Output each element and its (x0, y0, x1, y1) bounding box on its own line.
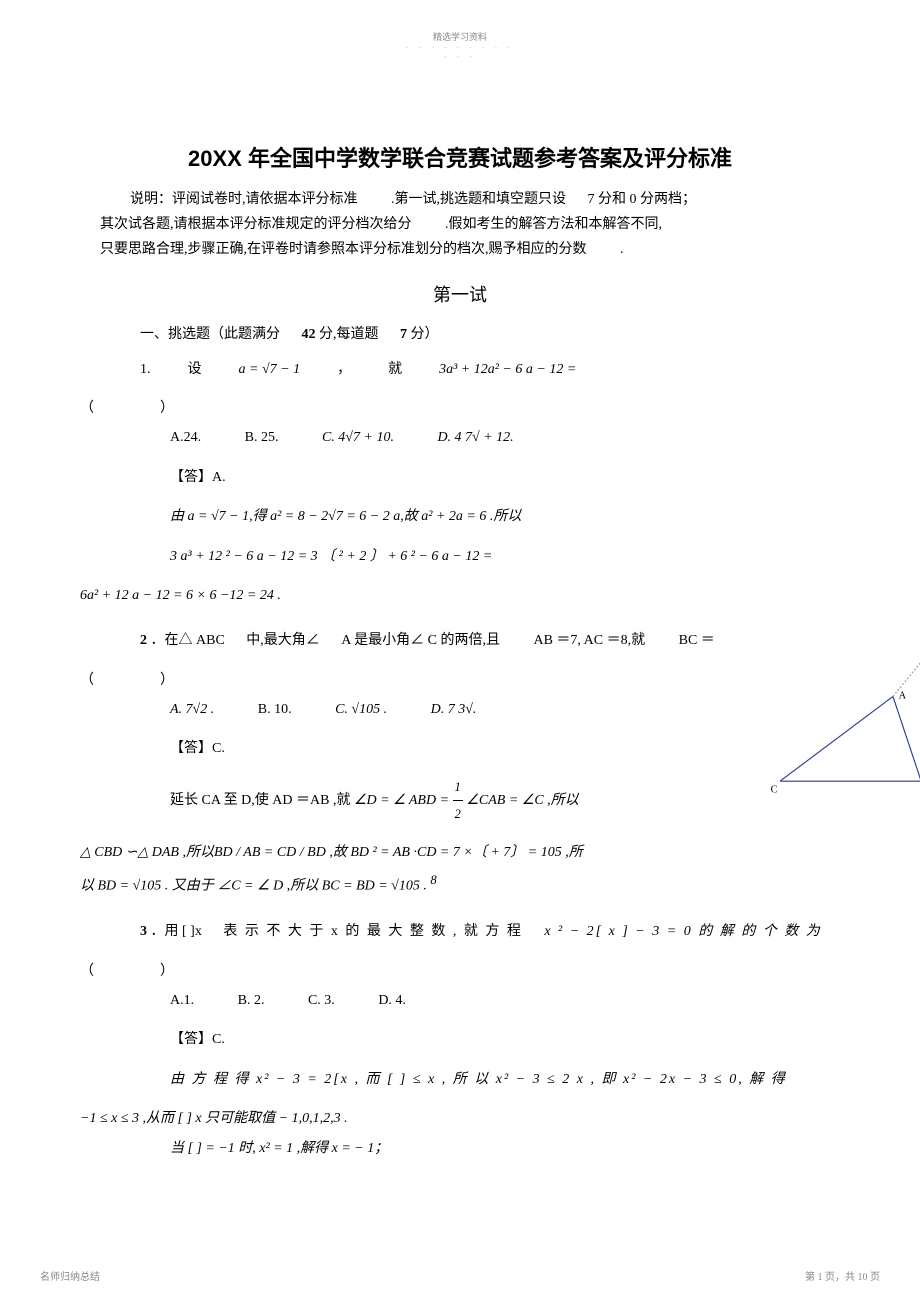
q2-w2: △ CBD ∽△ DAB ,所以BD / AB = CD / BD ,故 BD … (80, 845, 583, 860)
q1-paren-line: （ ） (80, 394, 840, 423)
frac-n: 1 (453, 774, 463, 801)
q3-opt-c: C. 3. (308, 986, 335, 1015)
sub1-d: 7 (400, 327, 407, 342)
q1-opt-d: D. 4 7√ + 12. (437, 423, 513, 452)
watermark-lines-1: - - - - - - - - - (40, 43, 880, 52)
q1-w3: 6a² + 12 a − 12 = 6 × 6 −12 = 24 . (80, 581, 840, 610)
q2-w1a: 延长 CA 至 D,使 AD ＝AB ,就 (170, 793, 350, 808)
q3-b: 表 示 不 大 于 x 的 最 大 整 数 , 就 方 程 (223, 924, 523, 939)
sub1-b: 42 (302, 327, 316, 342)
q2-options: A. 7√2 . B. 10. C. √105 . D. 7 3√. (140, 695, 840, 724)
q3-ans: 【答】C. (170, 1025, 840, 1054)
intro-3a: 只要思路合理,步骤正确,在评卷时请参照本评分标准划分的档次,赐予相应的分数 (100, 242, 587, 257)
q2-b: 中,最大角∠ (246, 633, 320, 648)
q1-ans: 【答】A. (170, 463, 840, 492)
q2-c: A 是最小角∠ C 的两倍,且 (341, 633, 500, 648)
q3-num: 3 (140, 924, 147, 939)
q2-w1c: ∠CAB = ∠C ,所以 (466, 793, 578, 808)
watermark-text: 精选学习资料 (40, 30, 880, 43)
q3-w1: 由 方 程 得 x² − 3 = 2[x , 而 [ ] ≤ x , 所 以 x… (170, 1065, 840, 1094)
q2-work-1: 延长 CA 至 D,使 AD ＝AB ,就 ∠D = ∠ ABD = 1 2 ∠… (140, 774, 840, 828)
q1-work-1: 由 a = √7 − 1,得 a² = 8 − 2√7 = 6 − 2 a,故 … (140, 502, 840, 531)
intro-2b: .假如考生的解答方法和本解答不同, (445, 217, 662, 232)
question-2: 2 ．在△ ABC 中,最大角∠ A 是最小角∠ C 的两倍,且 AB ＝7, … (140, 626, 840, 655)
q1-paren: （ ） (80, 401, 180, 416)
watermark-lines-2: - - - (40, 52, 880, 61)
q1-num: 1. (140, 362, 151, 377)
sub1-c: 分,每道题 (319, 327, 379, 342)
q2-opt-c: C. √105 . (335, 695, 387, 724)
watermark-top: 精选学习资料 - - - - - - - - - - - - (40, 30, 880, 61)
q2-paren: （ ） (80, 673, 180, 688)
intro-1a: 说明：评阅试卷时,请依据本评分标准 (130, 192, 358, 207)
q3-opt-d: D. 4. (378, 986, 406, 1015)
intro-1b: .第一试,挑选题和填空题只设 (391, 192, 566, 207)
q1-work-3: 6a² + 12 a − 12 = 6 × 6 −12 = 24 . (80, 581, 840, 610)
sub1-e: 分） (411, 327, 439, 342)
triangle-diagram: ABCD (770, 640, 920, 800)
q3-work-3: 当 [ ] = −1 时, x² = 1 ,解得 x = − 1； (140, 1134, 840, 1163)
footer-left: 名师归纳总结 (40, 1268, 100, 1283)
q2-work-3: 以 BD = √105 . 又由于 ∠C = ∠ D ,所以 BC = BD =… (80, 867, 840, 901)
q3-w2: −1 ≤ x ≤ 3 ,从而 [ ] x 只可能取值 − 1,0,1,2,3 . (80, 1111, 348, 1126)
q2-opt-d: D. 7 3√. (431, 695, 477, 724)
q2-work-2: △ CBD ∽△ DAB ,所以BD / AB = CD / BD ,故 BD … (80, 838, 840, 867)
q1-options: A.24. B. 25. C. 4√7 + 10. D. 4 7√ + 12. (140, 423, 840, 452)
intro-3b: . (620, 242, 624, 257)
q3-paren-line: （ ） (80, 957, 840, 986)
q2-d: AB ＝7, AC ＝8,就 (533, 633, 645, 648)
q1-stem-b: a (239, 362, 246, 377)
q2-ans: 【答】C. (170, 734, 840, 763)
question-3: 3 ．用 [ ]x 表 示 不 大 于 x 的 最 大 整 数 , 就 方 程 … (140, 917, 840, 946)
fraction-half: 1 2 (453, 774, 463, 828)
q1-stem-a: 设 (188, 362, 202, 377)
intro-2a: 其次试各题,请根据本评分标准规定的评分档次给分 (100, 217, 412, 232)
q3-paren: （ ） (80, 964, 180, 979)
frac8: 8 (430, 873, 436, 887)
q2-e: BC ＝ (679, 633, 715, 648)
subsection-1: 一、挑选题（此题满分 42 分,每道题 7 分） (140, 323, 880, 343)
section-title: 第一试 (40, 281, 880, 307)
q1-opt-a: A.24. (170, 423, 201, 452)
q1-stem-c: = √7 − 1 (249, 362, 300, 377)
q2-opt-b: B. 10. (258, 695, 292, 724)
q1-answer: 【答】A. (140, 463, 840, 492)
page-footer: 名师归纳总结 第 1 页，共 10 页 (0, 1268, 920, 1283)
fraction-8: 8 (430, 867, 436, 893)
q1-stem-e: 就 (388, 362, 402, 377)
q2-answer: 【答】C. (140, 734, 840, 763)
frac-d: 2 (453, 801, 463, 827)
q3-a: ．用 [ ]x (151, 924, 202, 939)
svg-text:A: A (899, 690, 907, 701)
q3-options: A.1. B. 2. C. 3. D. 4. (140, 986, 840, 1015)
q2-paren-line: （ ） (80, 666, 840, 695)
question-1: 1. 设 a = √7 − 1 ， 就 3a³ + 12a² − 6 a − 1… (140, 355, 840, 384)
q1-work-2: 3 a³ + 12 ² − 6 a − 12 = 3 〔 ² + 2 〕 + 6… (140, 542, 840, 571)
q3-work-1: 由 方 程 得 x² − 3 = 2[x , 而 [ ] ≤ x , 所 以 x… (140, 1065, 840, 1094)
svg-text:C: C (771, 784, 778, 795)
q1-w2: 3 a³ + 12 ² − 6 a − 12 = 3 〔 ² + 2 〕 + 6… (170, 542, 840, 571)
q2-w3: 以 BD = √105 . 又由于 ∠C = ∠ D ,所以 BC = BD =… (80, 879, 427, 894)
q3-c: x ² − 2[ x ] − 3 = 0 的 解 的 个 数 为 (544, 924, 821, 939)
q3-w3: 当 [ ] = −1 时, x² = 1 ,解得 x = − 1； (170, 1134, 840, 1163)
intro-1c: 7 分和 0 分两档； (588, 192, 697, 207)
q1-stem-f: 3a³ + 12a² − 6 a − 12 = (439, 362, 576, 377)
q1-stem-d: ， (337, 362, 351, 377)
q3-opt-a: A.1. (170, 986, 194, 1015)
q1-opt-c: C. 4√7 + 10. (322, 423, 394, 452)
q3-work-2: −1 ≤ x ≤ 3 ,从而 [ ] x 只可能取值 − 1,0,1,2,3 . (80, 1104, 840, 1133)
q1-opt-b: B. 25. (245, 423, 279, 452)
q3-answer: 【答】C. (140, 1025, 840, 1054)
q2-a: ．在△ ABC (151, 633, 225, 648)
q2-num: 2 (140, 633, 147, 648)
q1-w1: 由 a = √7 − 1,得 a² = 8 − 2√7 = 6 − 2 a,故 … (170, 502, 840, 531)
sub1-a: 一、挑选题（此题满分 (140, 327, 280, 342)
page-title: 20XX 年全国中学数学联合竞赛试题参考答案及评分标准 (40, 141, 880, 173)
footer-right: 第 1 页，共 10 页 (805, 1268, 880, 1283)
q2-w1b: ∠D = ∠ ABD = (354, 793, 449, 808)
q3-opt-b: B. 2. (238, 986, 265, 1015)
q2-opt-a: A. 7√2 . (170, 695, 214, 724)
intro-paragraph: 说明：评阅试卷时,请依据本评分标准 .第一试,挑选题和填空题只设 7 分和 0 … (100, 187, 840, 263)
